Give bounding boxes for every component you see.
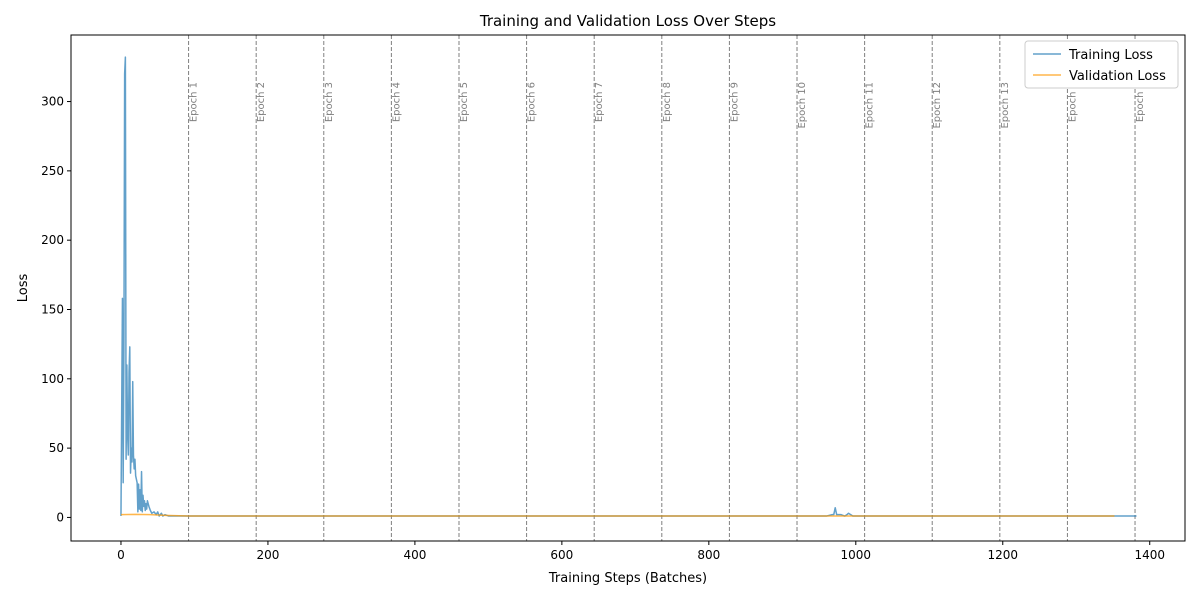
epoch-marker-label: Epoch 6 bbox=[527, 82, 538, 122]
epoch-marker-label: Epoch 11 bbox=[865, 82, 876, 129]
series-lines bbox=[120, 56, 1137, 517]
epoch-marker-label: Epoch 10 bbox=[797, 82, 808, 129]
plot-frame bbox=[70, 34, 1186, 542]
epoch-marker-label: Epoch 12 bbox=[932, 82, 943, 129]
epoch-marker-label: Epoch 13 bbox=[1000, 82, 1011, 129]
x-tick-label: 0 bbox=[117, 548, 125, 562]
y-tick-label: 300 bbox=[41, 95, 64, 109]
epoch-marker-label: Epoch 1 bbox=[1067, 82, 1078, 122]
chart-title: Training and Validation Loss Over Steps bbox=[479, 12, 776, 30]
epoch-marker-label: Epoch 1 bbox=[1135, 82, 1146, 122]
x-tick-label: 400 bbox=[403, 548, 426, 562]
legend-label: Validation Loss bbox=[1069, 69, 1166, 84]
series-line-training-loss bbox=[120, 56, 1137, 517]
x-tick-label: 600 bbox=[550, 548, 573, 562]
y-tick-label: 250 bbox=[41, 164, 64, 178]
x-tick-label: 1200 bbox=[987, 548, 1018, 562]
legend-label: Training Loss bbox=[1068, 48, 1153, 63]
axes bbox=[70, 34, 1186, 542]
series-line-validation-loss bbox=[120, 513, 1115, 517]
epoch-marker-label: Epoch 9 bbox=[729, 82, 740, 122]
y-tick-label: 200 bbox=[41, 233, 64, 247]
epoch-marker-label: Epoch 7 bbox=[594, 82, 605, 122]
x-tick-label: 1000 bbox=[841, 548, 872, 562]
x-tick-label: 1400 bbox=[1134, 548, 1165, 562]
x-tick-label: 800 bbox=[697, 548, 720, 562]
x-axis-title: Training Steps (Batches) bbox=[548, 571, 707, 586]
x-axis-ticks: 0 200 400 600 800 1000 1200 1400 bbox=[117, 541, 1165, 562]
epoch-marker-label: Epoch 3 bbox=[324, 82, 335, 122]
epoch-marker-label: Epoch 1 bbox=[189, 82, 200, 122]
epoch-marker-label: Epoch 8 bbox=[662, 82, 673, 122]
epoch-markers: Epoch 1 Epoch 2 Epoch 3 Epoch 4 Epoch 5 Epoch… bbox=[188, 35, 1146, 541]
y-tick-label: 0 bbox=[56, 510, 64, 524]
y-tick-label: 100 bbox=[41, 372, 64, 386]
y-axis-ticks: 0 50 100 150 200 250 300 bbox=[41, 95, 71, 524]
legend-box bbox=[1024, 40, 1179, 89]
x-tick-label: 200 bbox=[256, 548, 279, 562]
epoch-marker-label: Epoch 4 bbox=[391, 82, 402, 122]
legend: Training Loss Validation Loss bbox=[1024, 40, 1179, 89]
epoch-marker-label: Epoch 5 bbox=[459, 82, 470, 122]
y-axis-title: Loss bbox=[16, 274, 31, 303]
epoch-marker-label: Epoch 2 bbox=[256, 82, 267, 122]
y-tick-label: 50 bbox=[49, 441, 64, 455]
y-tick-label: 150 bbox=[41, 302, 64, 316]
